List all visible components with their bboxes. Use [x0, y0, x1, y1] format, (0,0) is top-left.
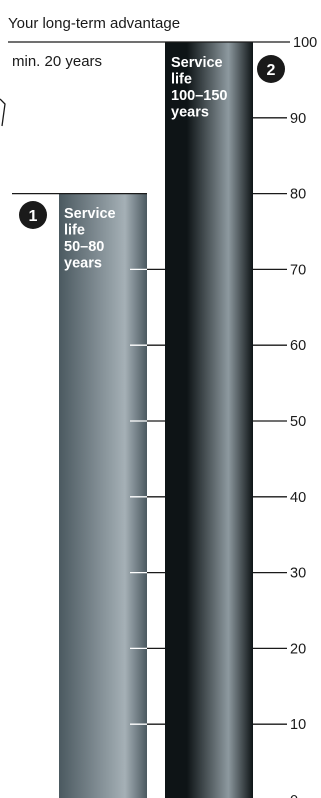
- bar-1-label-line: life: [64, 223, 85, 239]
- y-tick-label-50: 50: [290, 414, 306, 430]
- y-tick-label-30: 30: [290, 566, 306, 582]
- bar-2-label: Service life 100–150 years: [171, 55, 227, 121]
- bar-1: [59, 193, 147, 798]
- bar-1-marker-number: 1: [29, 208, 38, 225]
- bracket-mark: [0, 98, 6, 127]
- bar-2-label-line: years: [171, 105, 209, 121]
- y-tick-label-20: 20: [290, 641, 306, 657]
- bar-1-label: Service life 50–80 years: [64, 206, 116, 272]
- chart-subtitle: min. 20 years: [12, 53, 102, 70]
- y-tick-label-0: 0: [290, 793, 298, 798]
- bar-2-label-line: 100–150: [171, 88, 227, 104]
- y-axis-ticks: 0 10 20 30 40 50 60 70 80 90 100: [147, 35, 317, 798]
- y-tick-label-100: 100: [293, 35, 317, 51]
- bar-2-label-line: Service: [171, 55, 223, 71]
- bar-2-label-line: life: [171, 72, 192, 88]
- bar-1-marker: [19, 201, 47, 229]
- y-tick-label-80: 80: [290, 187, 306, 203]
- bar-2: [165, 42, 253, 798]
- bar-2-marker: [257, 55, 285, 83]
- chart-title: Your long-term advantage: [8, 15, 180, 32]
- y-tick-label-40: 40: [290, 490, 306, 506]
- y-tick-label-10: 10: [290, 717, 306, 733]
- y-tick-label-90: 90: [290, 111, 306, 127]
- bar-1-label-line: 50–80: [64, 239, 104, 255]
- bar-1-label-line: years: [64, 256, 102, 272]
- guide-lines: [0, 41, 290, 195]
- y-tick-label-70: 70: [290, 262, 306, 278]
- bar-1-label-line: Service: [64, 206, 116, 222]
- y-tick-label-60: 60: [290, 338, 306, 354]
- bar-2-marker-number: 2: [267, 62, 276, 79]
